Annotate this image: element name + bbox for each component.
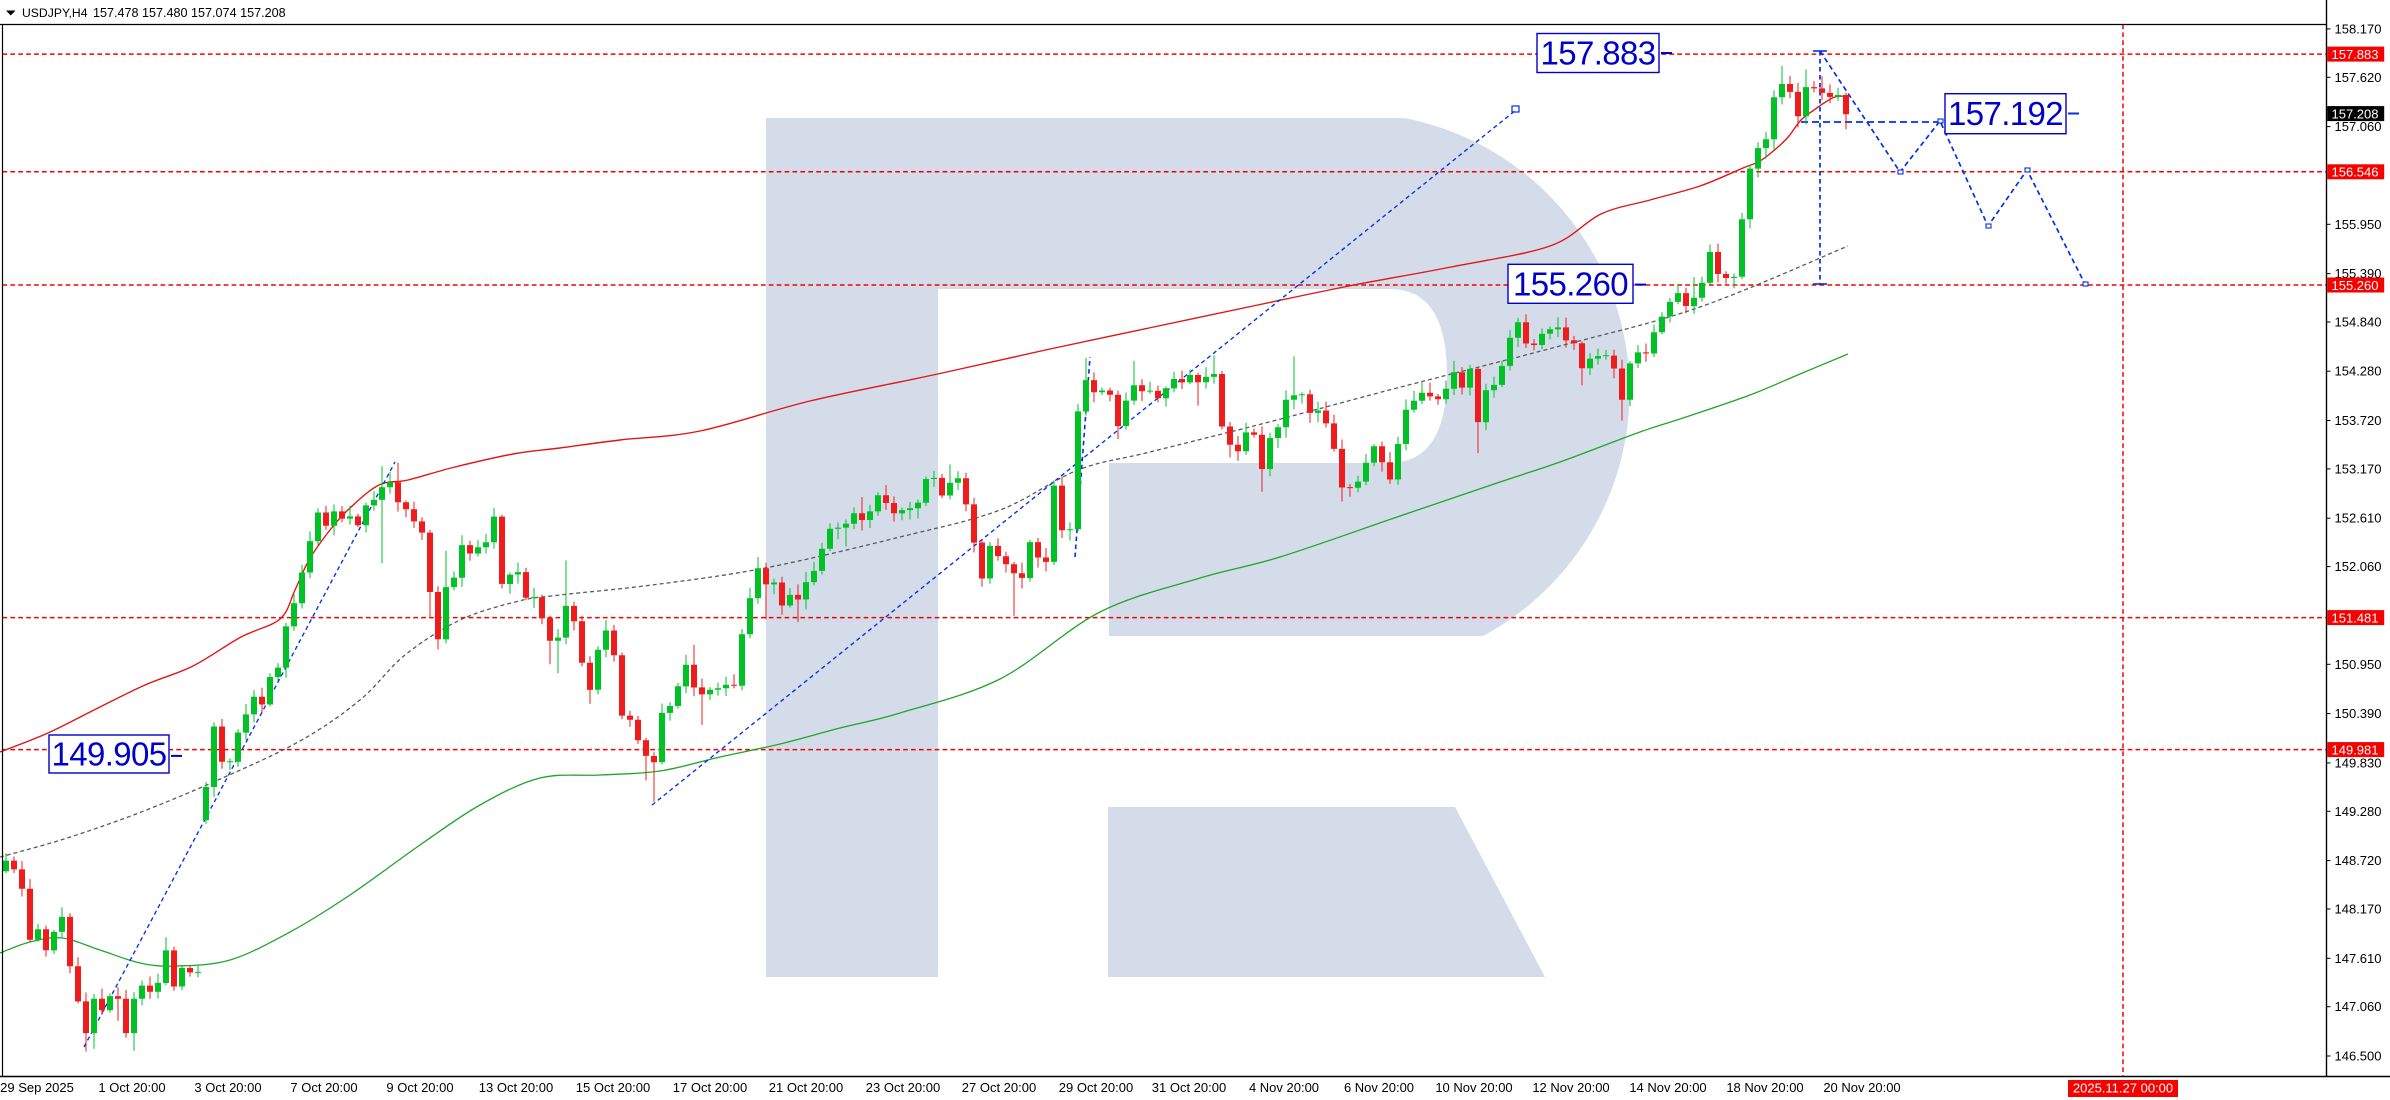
svg-text:147.060: 147.060	[2335, 999, 2382, 1014]
svg-text:7 Oct 20:00: 7 Oct 20:00	[290, 1080, 357, 1095]
svg-text:149.905: 149.905	[51, 736, 166, 773]
svg-text:21 Oct 20:00: 21 Oct 20:00	[769, 1080, 843, 1095]
svg-text:13 Oct 20:00: 13 Oct 20:00	[479, 1080, 553, 1095]
svg-text:155.390: 155.390	[2335, 266, 2382, 281]
svg-text:6 Nov 20:00: 6 Nov 20:00	[1344, 1080, 1414, 1095]
svg-text:158.170: 158.170	[2335, 21, 2382, 36]
svg-text:156.546: 156.546	[2332, 165, 2379, 180]
svg-text:27 Oct 20:00: 27 Oct 20:00	[962, 1080, 1036, 1095]
svg-text:155.950: 155.950	[2335, 217, 2382, 232]
svg-text:153.170: 153.170	[2335, 461, 2382, 476]
svg-text:157.478 157.480 157.074 157.20: 157.478 157.480 157.074 157.208	[93, 6, 286, 20]
svg-text:4 Nov 20:00: 4 Nov 20:00	[1249, 1080, 1319, 1095]
svg-text:23 Oct 20:00: 23 Oct 20:00	[866, 1080, 940, 1095]
svg-text:150.950: 150.950	[2335, 657, 2382, 672]
svg-text:146.500: 146.500	[2335, 1049, 2382, 1064]
svg-text:USDJPY,H4: USDJPY,H4	[22, 6, 88, 20]
svg-text:9 Oct 20:00: 9 Oct 20:00	[386, 1080, 453, 1095]
svg-text:155.260: 155.260	[1513, 265, 1628, 302]
svg-text:29 Sep 2025: 29 Sep 2025	[0, 1080, 74, 1095]
svg-text:12 Nov 20:00: 12 Nov 20:00	[1532, 1080, 1609, 1095]
svg-text:157.192: 157.192	[1948, 95, 2063, 132]
svg-text:153.720: 153.720	[2335, 413, 2382, 428]
svg-text:14 Nov 20:00: 14 Nov 20:00	[1629, 1080, 1706, 1095]
svg-text:157.060: 157.060	[2335, 119, 2382, 134]
svg-text:150.390: 150.390	[2335, 706, 2382, 721]
svg-text:29 Oct 20:00: 29 Oct 20:00	[1059, 1080, 1133, 1095]
svg-text:151.481: 151.481	[2332, 610, 2379, 625]
svg-text:2025.11.27 00:00: 2025.11.27 00:00	[2073, 1081, 2173, 1096]
svg-text:15 Oct 20:00: 15 Oct 20:00	[576, 1080, 650, 1095]
svg-text:157.883: 157.883	[2332, 47, 2379, 62]
svg-text:20 Nov 20:00: 20 Nov 20:00	[1823, 1080, 1900, 1095]
svg-text:149.830: 149.830	[2335, 755, 2382, 770]
svg-text:147.610: 147.610	[2335, 951, 2382, 966]
svg-text:31 Oct 20:00: 31 Oct 20:00	[1152, 1080, 1226, 1095]
svg-text:17 Oct 20:00: 17 Oct 20:00	[673, 1080, 747, 1095]
svg-text:157.208: 157.208	[2332, 106, 2379, 121]
svg-text:148.720: 148.720	[2335, 853, 2382, 868]
svg-text:149.981: 149.981	[2332, 742, 2379, 757]
svg-text:157.883: 157.883	[1540, 35, 1655, 72]
svg-text:148.170: 148.170	[2335, 902, 2382, 917]
svg-text:155.260: 155.260	[2332, 278, 2379, 293]
svg-text:154.280: 154.280	[2335, 364, 2382, 379]
svg-text:3 Oct 20:00: 3 Oct 20:00	[194, 1080, 261, 1095]
svg-text:1 Oct 20:00: 1 Oct 20:00	[98, 1080, 165, 1095]
svg-text:154.840: 154.840	[2335, 315, 2382, 330]
svg-text:157.620: 157.620	[2335, 70, 2382, 85]
svg-text:10 Nov 20:00: 10 Nov 20:00	[1435, 1080, 1512, 1095]
svg-text:18 Nov 20:00: 18 Nov 20:00	[1726, 1080, 1803, 1095]
svg-text:152.610: 152.610	[2335, 511, 2382, 526]
svg-text:152.060: 152.060	[2335, 559, 2382, 574]
svg-text:149.280: 149.280	[2335, 804, 2382, 819]
